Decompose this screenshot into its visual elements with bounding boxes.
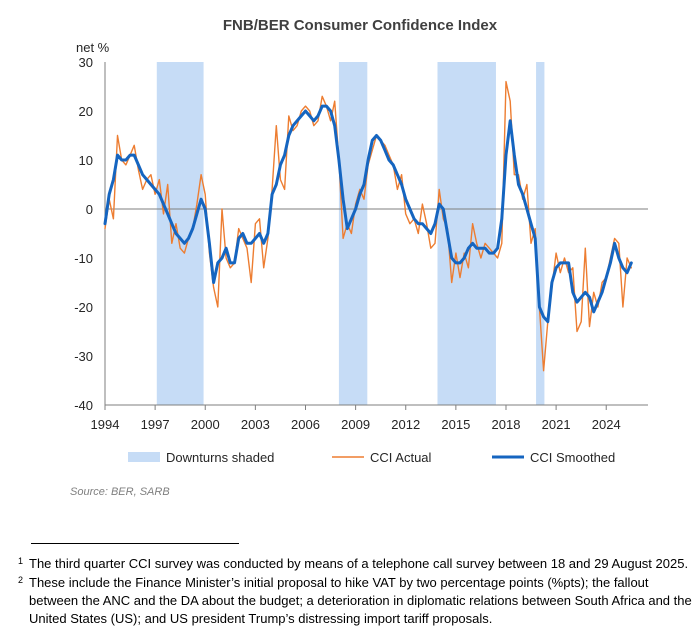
y-axis-ticks: 30 20 10 0 -10 -20 -30 -40 [74,55,93,413]
x-tick-label: 2018 [492,417,521,432]
legend: Downturns shaded CCI Actual CCI Smoothed [128,450,615,465]
footnote-divider [31,543,239,544]
footnote-1: 1 The third quarter CCI survey was conduc… [12,555,696,573]
y-axis-label: net % [76,40,110,55]
legend-label: CCI Actual [370,450,432,465]
x-tick-label: 2024 [592,417,621,432]
footnote-text: The third quarter CCI survey was conduct… [29,556,689,571]
source-note: Source: BER, SARB [70,486,170,498]
y-tick-label: 30 [79,55,93,70]
footnote-mark: 2 [18,575,24,585]
footnotes: 1 The third quarter CCI survey was conduc… [12,555,696,629]
series-lines [103,80,633,372]
y-tick-label: -30 [74,349,93,364]
legend-swatch-downturns [128,452,160,462]
cci-smoothed-line [103,104,633,324]
x-tick-label: 2003 [241,417,270,432]
chart-title: FNB/BER Consumer Confidence Index [223,17,498,34]
x-tick-label: 1997 [141,417,170,432]
downturn-band-4 [536,62,545,405]
x-tick-label: 1994 [91,417,120,432]
y-tick-label: 10 [79,153,93,168]
x-tick-label: 2015 [441,417,470,432]
x-axis-ticks: 1994 1997 2000 2003 2006 2009 2012 2015 2018 2021… [91,405,621,432]
downturn-bands [156,62,545,405]
legend-label: Downturns shaded [166,450,274,465]
y-tick-label: 20 [79,104,93,119]
x-tick-label: 2006 [291,417,320,432]
y-tick-label: -10 [74,251,93,266]
y-tick-label: -40 [74,398,93,413]
downturn-band-2 [338,62,368,405]
x-tick-label: 2021 [542,417,571,432]
legend-label: CCI Smoothed [530,450,615,465]
y-tick-label: -20 [74,300,93,315]
x-tick-label: 2012 [391,417,420,432]
cci-chart: FNB/BER Consumer Confidence Index net % … [70,17,648,498]
footnote-text: These include the Finance Minister’s ini… [29,575,692,626]
downturn-band-1 [156,62,204,405]
footnote-mark: 1 [18,556,24,566]
y-tick-label: 0 [86,202,93,217]
x-tick-label: 2009 [341,417,370,432]
x-tick-label: 2000 [191,417,220,432]
footnote-2: 2 These include the Finance Minister’s in… [12,574,696,628]
